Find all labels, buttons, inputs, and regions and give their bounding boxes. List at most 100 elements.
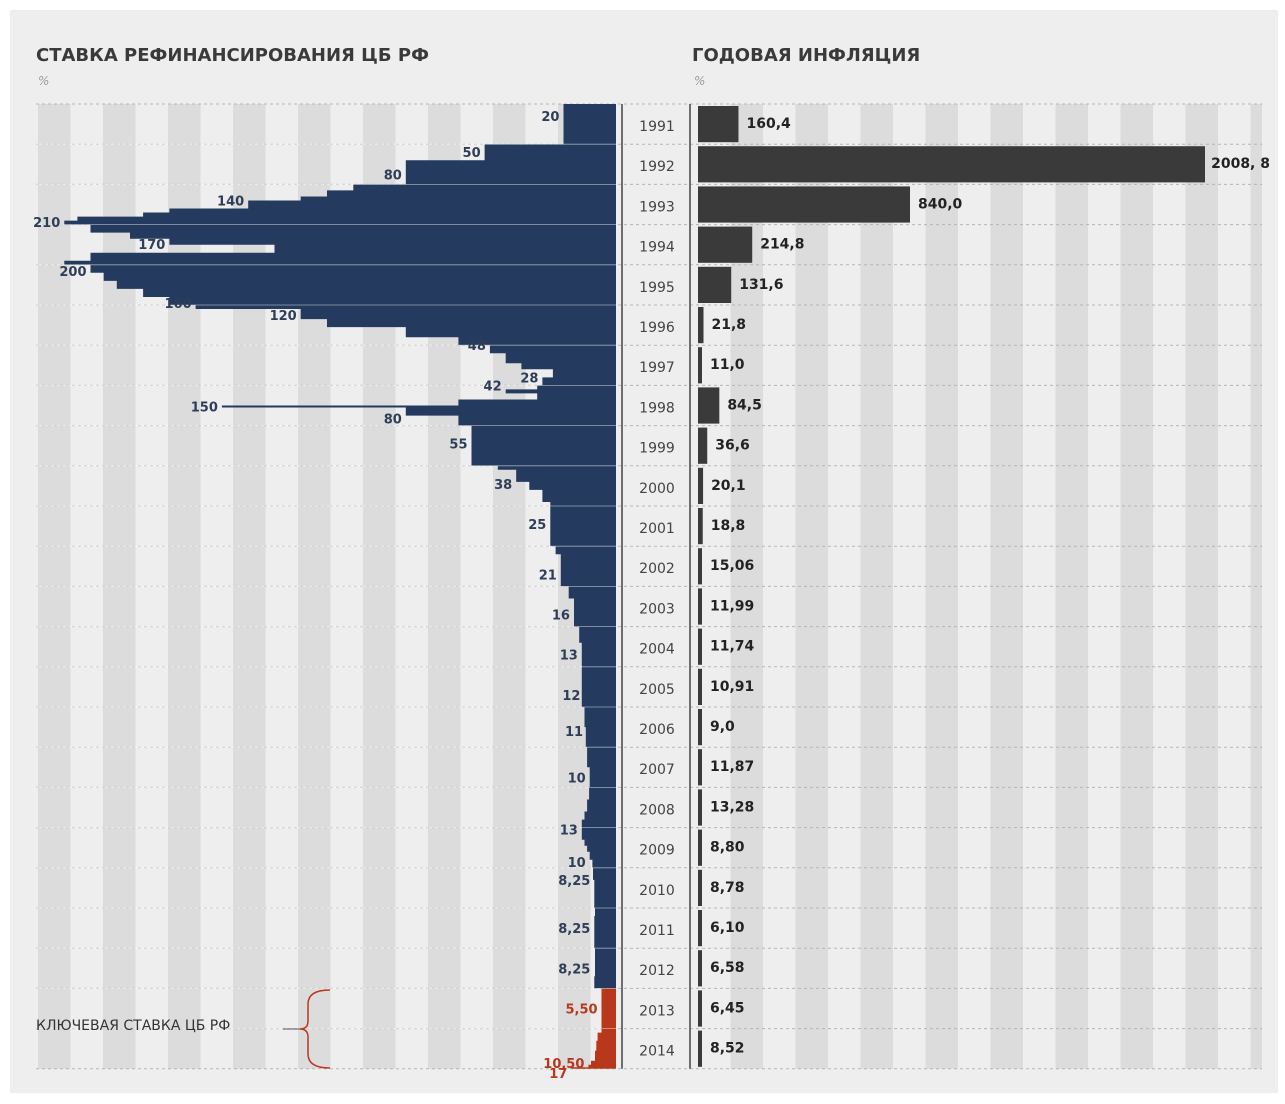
year-tick-label: 2005 [639, 682, 675, 698]
year-tick-label: 2007 [639, 762, 675, 778]
inflation-value-label: 214,8 [760, 237, 804, 253]
inflation-bar [698, 709, 702, 746]
inflation-bar [698, 749, 702, 786]
inflation-value-label: 84,5 [727, 397, 762, 413]
year-tick-label: 1994 [639, 240, 675, 256]
year-tick-label: 2003 [639, 601, 675, 617]
inflation-value-label: 36,6 [715, 438, 750, 454]
year-tick-label: 2010 [639, 883, 675, 899]
inflation-value-label: 13,28 [710, 799, 754, 815]
refinancing-rate-unit: % [38, 74, 50, 88]
inflation-title: ГОДОВАЯ ИНФЛЯЦИЯ [692, 45, 921, 66]
refi-rate-label: 10,50 [543, 1057, 584, 1072]
inflation-value-label: 21,8 [712, 317, 747, 333]
inflation-bar [698, 347, 702, 384]
inflation-value-label: 160,4 [746, 116, 791, 132]
refi-rate-label: 10 [568, 771, 586, 786]
year-tick-label: 2011 [639, 923, 675, 939]
refi-rate-label: 160 [164, 297, 191, 312]
inflation-value-label: 10,91 [710, 679, 754, 695]
inflation-value-label: 9,0 [710, 719, 735, 735]
inflation-value-label: 11,74 [710, 639, 755, 655]
inflation-bar [698, 910, 702, 947]
refinancing-rate-area [64, 104, 617, 989]
refi-rate-label: 80 [384, 168, 402, 183]
refi-rate-label: 170 [138, 238, 165, 253]
refi-rate-label: 8,25 [558, 874, 590, 889]
inflation-bar [698, 869, 702, 906]
inflation-bar [698, 508, 703, 545]
inflation-bar [698, 186, 911, 223]
refi-rate-label: 48 [468, 339, 486, 354]
inflation-bar [698, 548, 702, 585]
inflation-bar [698, 950, 702, 987]
year-tick-label: 1997 [639, 360, 675, 376]
refi-rate-label: 55 [449, 438, 467, 453]
refi-rate-label: 8,25 [558, 962, 590, 977]
background-stripe [990, 104, 1023, 1069]
inflation-unit: % [694, 74, 706, 88]
year-tick-label: 1995 [639, 280, 675, 296]
inflation-bar [698, 387, 720, 424]
inflation-bar [698, 990, 702, 1027]
inflation-bar [698, 1030, 702, 1067]
background-stripe [1055, 104, 1088, 1069]
inflation-bar [698, 146, 1205, 183]
refi-rate-label: 20 [541, 110, 559, 125]
inflation-value-label: 15,06 [710, 558, 754, 574]
refi-rate-label: 140 [217, 194, 244, 209]
year-tick-label: 2012 [639, 963, 675, 979]
year-tick-label: 2004 [639, 642, 675, 658]
refi-rate-label: 210 [33, 216, 60, 231]
inflation-bar [698, 668, 702, 705]
year-tick-label: 1999 [639, 441, 675, 457]
inflation-value-label: 840,0 [918, 196, 963, 212]
refi-rate-label: 17 [549, 1067, 567, 1082]
year-tick-label: 2001 [639, 521, 675, 537]
inflation-value-label: 11,99 [710, 598, 754, 614]
year-tick-label: 2008 [639, 802, 675, 818]
inflation-value-label: 6,58 [710, 960, 745, 976]
key-rate-area [571, 988, 616, 1069]
refi-rate-label: 13 [560, 649, 578, 664]
refi-rate-label: 16 [552, 609, 570, 624]
inflation-bar [698, 467, 704, 504]
refi-rate-label: 50 [463, 146, 481, 161]
inflation-value-label: 6,10 [710, 920, 745, 936]
refi-rate-label: 150 [191, 400, 218, 415]
inflation-value-label: 11,87 [710, 759, 754, 775]
inflation-bar [698, 307, 704, 344]
inflation-value-label: 6,45 [710, 1000, 745, 1016]
inflation-bar [698, 588, 702, 625]
inflation-value-label: 18,8 [711, 518, 746, 534]
refi-rate-label: 21 [539, 568, 557, 583]
refi-rate-label: 25 [528, 518, 546, 533]
inflation-bar [698, 628, 702, 665]
refi-rate-label: 13 [560, 824, 578, 839]
inflation-value-label: 20,1 [711, 478, 746, 494]
inflation-value-label: 131,6 [739, 277, 783, 293]
refi-rate-label: 8,25 [558, 922, 590, 937]
year-tick-label: 1998 [639, 400, 675, 416]
year-tick-label: 2002 [639, 561, 675, 577]
year-tick-label: 2009 [639, 843, 675, 859]
year-tick-label: 2006 [639, 722, 675, 738]
inflation-value-label: 8,80 [710, 840, 745, 856]
refi-rate-label: 10 [568, 856, 586, 871]
refi-rate-label: 200 [59, 265, 86, 280]
inflation-bar [698, 106, 739, 143]
inflation-bar [698, 829, 702, 866]
refi-rate-label: 42 [484, 379, 502, 394]
year-tick-label: 1993 [639, 199, 675, 215]
refi-rate-label: 80 [384, 412, 402, 427]
refi-rate-label: 5,50 [565, 1003, 597, 1018]
key-rate-annotation: КЛЮЧЕВАЯ СТАВКА ЦБ РФ [36, 1018, 231, 1034]
year-tick-label: 1996 [639, 320, 675, 336]
refi-rate-label: 12 [562, 689, 580, 704]
year-tick-label: 2013 [639, 1003, 675, 1019]
inflation-value-label: 8,78 [710, 880, 745, 896]
refi-rate-label: 11 [565, 725, 583, 740]
refinancing-rate-title: СТАВКА РЕФИНАНСИРОВАНИЯ ЦБ РФ [36, 45, 429, 66]
inflation-bar [698, 789, 702, 826]
